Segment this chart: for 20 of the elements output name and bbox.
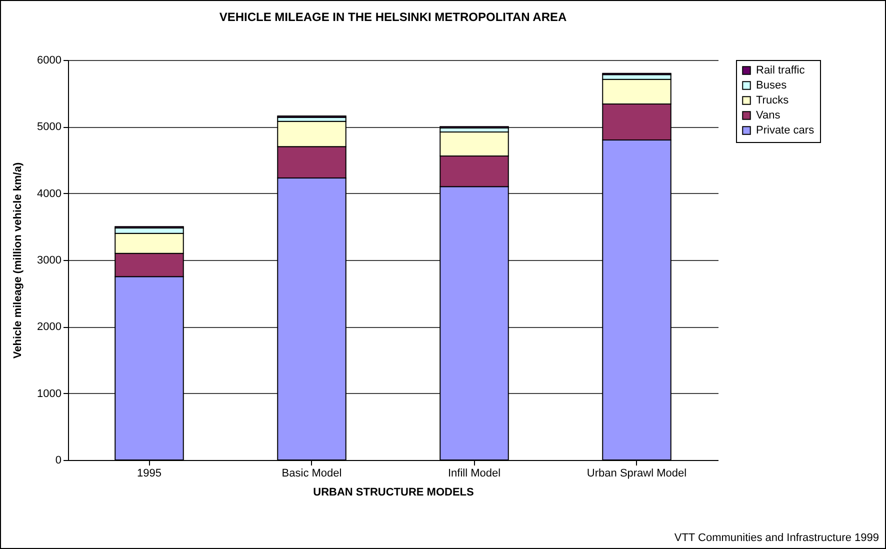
- y-tick-label: 0: [55, 454, 62, 466]
- text: VTT Communities and Infrastructure 1999: [674, 532, 879, 544]
- legend-label: Buses: [756, 80, 788, 92]
- y-tick-label: 5000: [37, 121, 62, 134]
- y-tick-label: 6000: [37, 54, 62, 66]
- y-axis-title: Vehicle mileage (million vehicle km/a): [12, 162, 24, 359]
- chart-title: VEHICLE MILEAGE IN THE HELSINKI METROPOLITAN AREA: [219, 10, 568, 24]
- y-tick-label: 4000: [37, 188, 62, 200]
- legend-label: Private cars: [756, 124, 815, 136]
- x-tick-label: Infill Model: [448, 468, 501, 480]
- x-axis-title: URBAN STRUCTURE MODELS: [313, 486, 474, 498]
- x-tick-label: Basic Model: [282, 468, 342, 480]
- y-tick-label: 2000: [37, 321, 62, 334]
- x-tick-label: Urban Sprawl Model: [586, 468, 687, 480]
- y-tick-label: 3000: [37, 254, 62, 266]
- legend-label: Trucks: [756, 94, 790, 106]
- y-tick-label: 1000: [37, 388, 62, 400]
- x-tick-label: 1995: [137, 468, 162, 480]
- legend-label: Vans: [756, 110, 781, 122]
- legend-label: Rail traffic: [756, 64, 806, 76]
